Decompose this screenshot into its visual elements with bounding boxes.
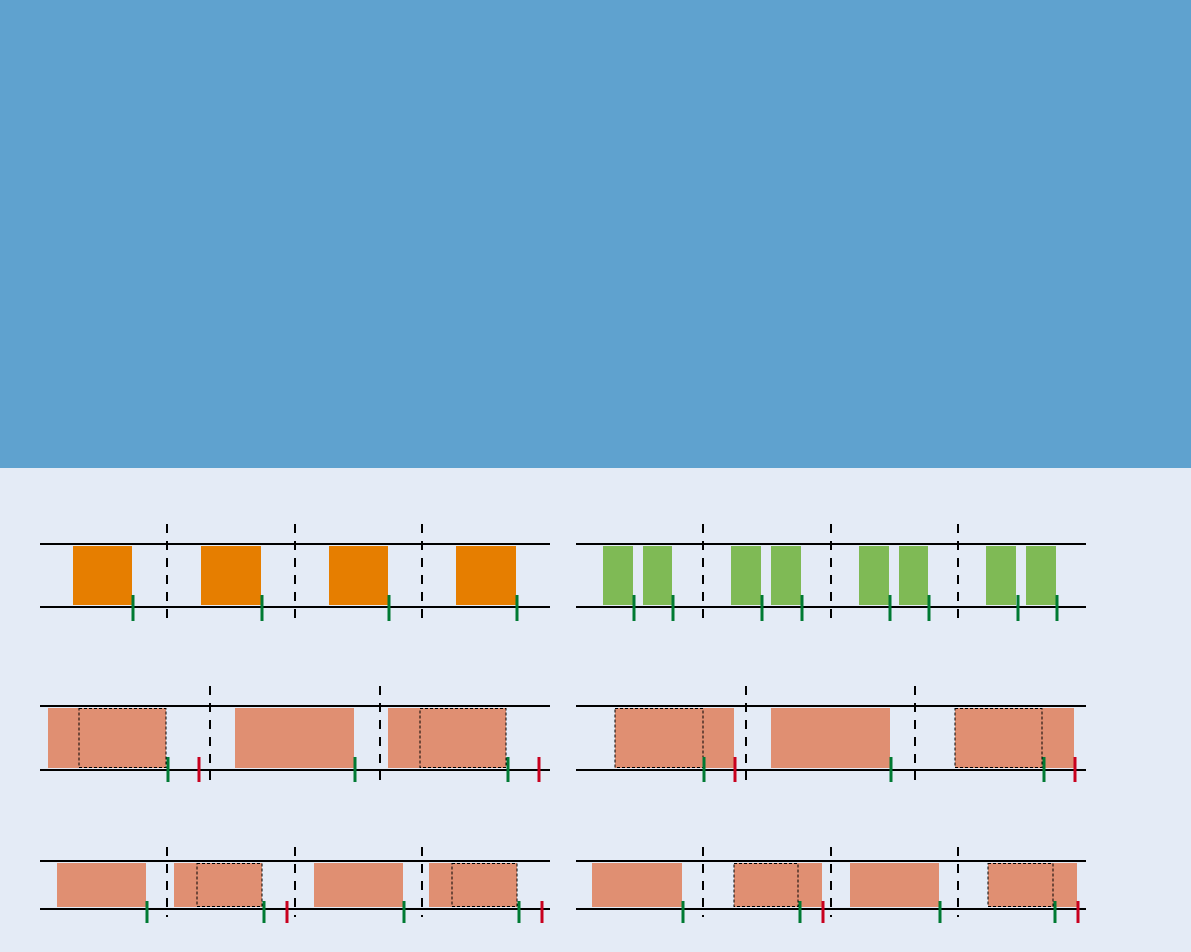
time-block — [592, 863, 682, 907]
time-block — [955, 708, 1074, 768]
dashed-window — [954, 708, 1043, 768]
dashed-window — [614, 708, 704, 768]
time-block — [201, 546, 261, 605]
time-block — [734, 863, 822, 907]
time-block — [850, 863, 939, 907]
timeline-diagram — [0, 468, 1191, 952]
time-block — [988, 863, 1077, 907]
dashed-window — [987, 863, 1054, 907]
time-block — [429, 863, 517, 907]
time-block — [456, 546, 516, 605]
banner — [0, 0, 1191, 468]
time-block — [314, 863, 403, 907]
time-block — [73, 546, 132, 605]
time-block — [986, 546, 1016, 605]
dashed-window — [733, 863, 799, 907]
dashed-window — [196, 863, 263, 907]
time-block — [615, 708, 734, 768]
dashed-window — [419, 708, 507, 768]
time-block — [235, 708, 354, 768]
time-block — [731, 546, 761, 605]
time-block — [1026, 546, 1056, 605]
dashed-window — [78, 708, 167, 768]
time-block — [643, 546, 672, 605]
time-block — [771, 546, 801, 605]
time-block — [388, 708, 506, 768]
time-block — [48, 708, 166, 768]
time-block — [57, 863, 146, 907]
time-block — [859, 546, 889, 605]
time-block — [329, 546, 388, 605]
dashed-window — [451, 863, 518, 907]
time-block — [771, 708, 890, 768]
time-block — [603, 546, 633, 605]
time-block — [899, 546, 928, 605]
time-block — [174, 863, 262, 907]
